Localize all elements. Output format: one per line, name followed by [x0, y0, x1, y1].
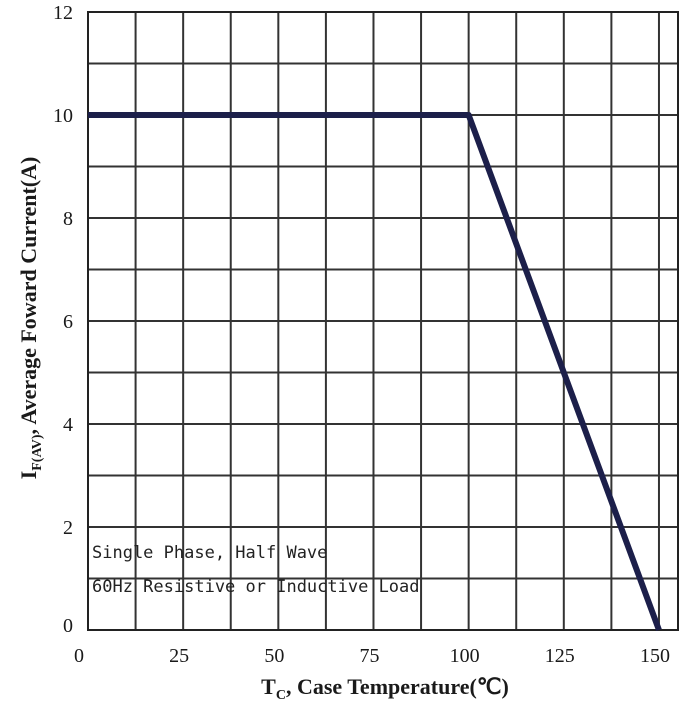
series-layer — [88, 112, 662, 632]
y-tick-label: 4 — [63, 414, 73, 436]
x-axis-symbol: T — [261, 674, 276, 699]
y-axis-subscript: F(AV) — [30, 434, 45, 471]
x-tick-label: 75 — [359, 645, 379, 667]
grid — [88, 12, 678, 630]
x-tick-label: 100 — [450, 645, 480, 667]
x-axis-subscript: C — [276, 688, 286, 703]
y-tick-label: 8 — [63, 208, 73, 230]
x-tick-label: 0 — [74, 645, 84, 667]
y-axis-title: IF(AV), Average Foward Current(A) — [16, 157, 45, 480]
y-tick-label: 2 — [63, 517, 73, 539]
annotation-line-1: Single Phase, Half Wave — [92, 543, 327, 563]
y-axis-symbol: I — [16, 471, 41, 480]
annotation-line-2: 60Hz Resistive or Inductive Load — [92, 577, 420, 597]
y-axis-text: , Average Foward Current(A) — [16, 157, 41, 435]
x-tick-labels: 0 25 50 75 100 125 150 — [74, 645, 670, 667]
y-tick-label: 0 — [63, 615, 73, 637]
series-line — [88, 112, 662, 632]
x-axis-text: , Case Temperature(℃) — [286, 674, 509, 699]
plot-frame — [87, 11, 679, 631]
x-tick-label: 50 — [264, 645, 284, 667]
y-tick-labels: 0 2 4 6 8 10 12 — [53, 2, 73, 637]
y-tick-label: 10 — [53, 105, 73, 127]
x-tick-label: 150 — [640, 645, 670, 667]
y-tick-label: 12 — [53, 2, 73, 24]
x-tick-label: 125 — [545, 645, 575, 667]
x-axis-title: TC, Case Temperature(℃) — [261, 674, 509, 703]
y-tick-label: 6 — [63, 311, 73, 333]
x-tick-label: 25 — [169, 645, 189, 667]
